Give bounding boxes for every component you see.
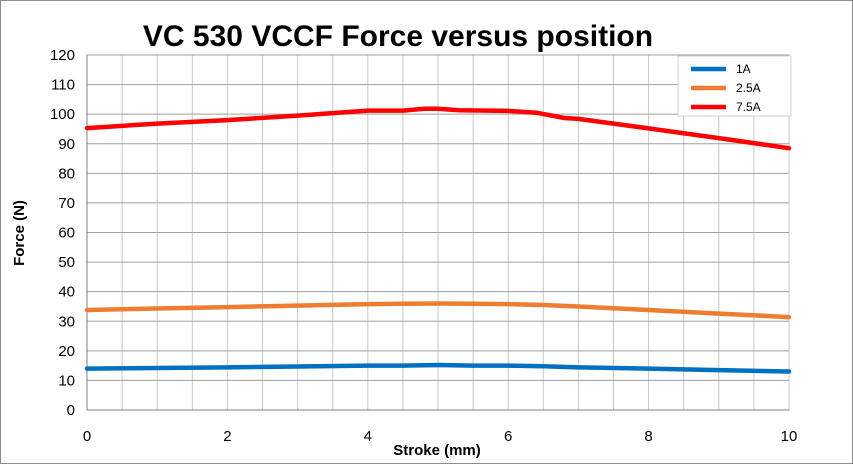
axes: 0 10 20 30 40 50 60 70 80 90 100 110 120 0 2 4 6 8 10 (50, 47, 797, 445)
y-tick-label: 70 (58, 195, 75, 212)
chart-title: VC 530 VCCF Force versus position (143, 20, 653, 53)
legend-label: 1A (736, 62, 751, 76)
x-tick-label: 8 (644, 428, 652, 445)
y-tick-label: 100 (50, 106, 75, 123)
y-tick-label: 90 (58, 136, 75, 153)
y-tick-label: 0 (67, 402, 75, 419)
y-tick-label: 20 (58, 343, 75, 360)
series-line-2-5a (84, 301, 792, 320)
legend-label: 2.5A (736, 81, 761, 95)
x-axis-label: Stroke (mm) (393, 442, 481, 459)
legend: 1A 2.5A 7.5A (677, 55, 792, 117)
x-tick-label: 10 (781, 428, 798, 445)
y-tick-label: 120 (50, 47, 75, 64)
y-tick-label: 30 (58, 313, 75, 330)
gridlines (86, 54, 790, 411)
series-line-7-5a (84, 106, 792, 151)
y-tick-label: 110 (51, 77, 75, 94)
x-tick-label: 2 (223, 428, 231, 445)
y-tick-label: 40 (58, 284, 75, 301)
y-tick-label: 80 (58, 165, 75, 182)
y-axis-label: Force (N) (11, 200, 28, 266)
y-tick-label: 60 (58, 225, 75, 242)
y-tick-label: 10 (58, 372, 75, 389)
series-line-1a (84, 362, 792, 374)
x-tick-label: 0 (83, 428, 91, 445)
legend-label: 7.5A (736, 100, 761, 114)
series-lines (84, 106, 792, 374)
x-tick-label: 6 (504, 428, 512, 445)
x-tick-label: 4 (364, 428, 372, 445)
y-tick-label: 50 (58, 254, 75, 271)
